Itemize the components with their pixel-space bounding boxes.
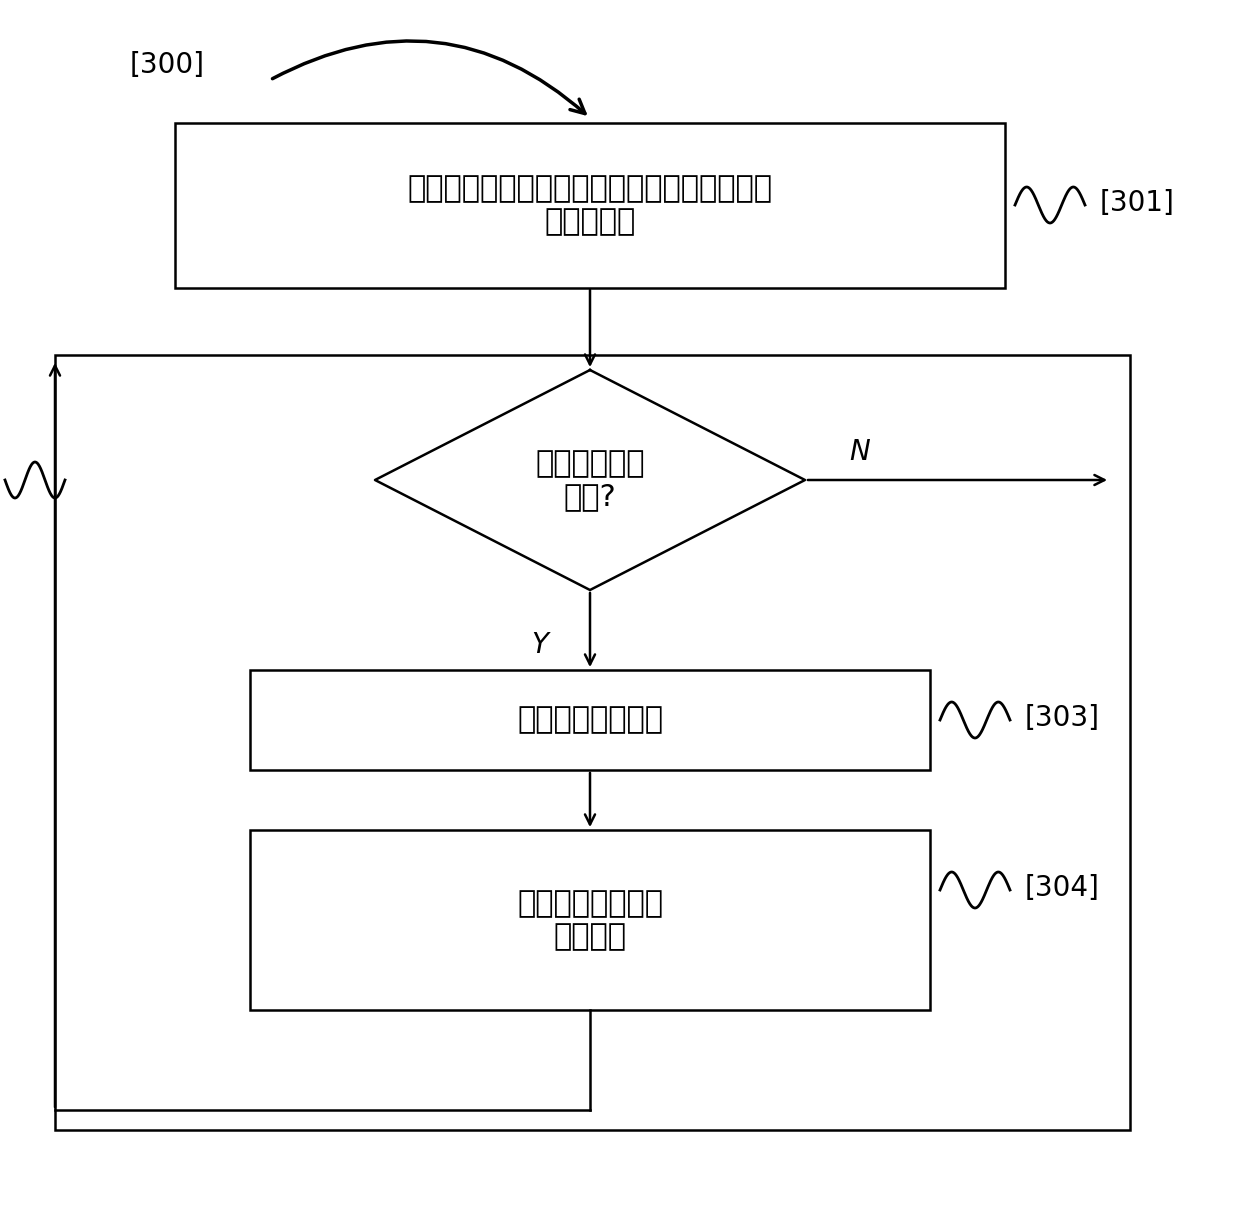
FancyArrowPatch shape: [273, 41, 585, 114]
Text: [300]: [300]: [130, 51, 205, 79]
Text: 超声三维笔迹跟踪: 超声三维笔迹跟踪: [517, 706, 663, 735]
Text: 获得三维定位
坐标?: 获得三维定位 坐标?: [536, 449, 645, 511]
Bar: [175, 122, 1004, 288]
Text: 获得空鼠笔的三维
运动轨迹: 获得空鼠笔的三维 运动轨迹: [517, 889, 663, 951]
Polygon shape: [374, 370, 805, 590]
Text: Y: Y: [532, 631, 548, 659]
Bar: [250, 831, 930, 1010]
Bar: [250, 670, 930, 770]
Text: [304]: [304]: [1025, 874, 1100, 902]
Text: [301]: [301]: [1100, 189, 1174, 218]
Text: N: N: [849, 438, 870, 465]
Text: 触发按键，启动超声三维定位，并计算空鼠笔
的三维坐标: 触发按键，启动超声三维定位，并计算空鼠笔 的三维坐标: [408, 174, 773, 236]
Text: [303]: [303]: [1025, 704, 1100, 733]
Bar: [55, 355, 1130, 1130]
